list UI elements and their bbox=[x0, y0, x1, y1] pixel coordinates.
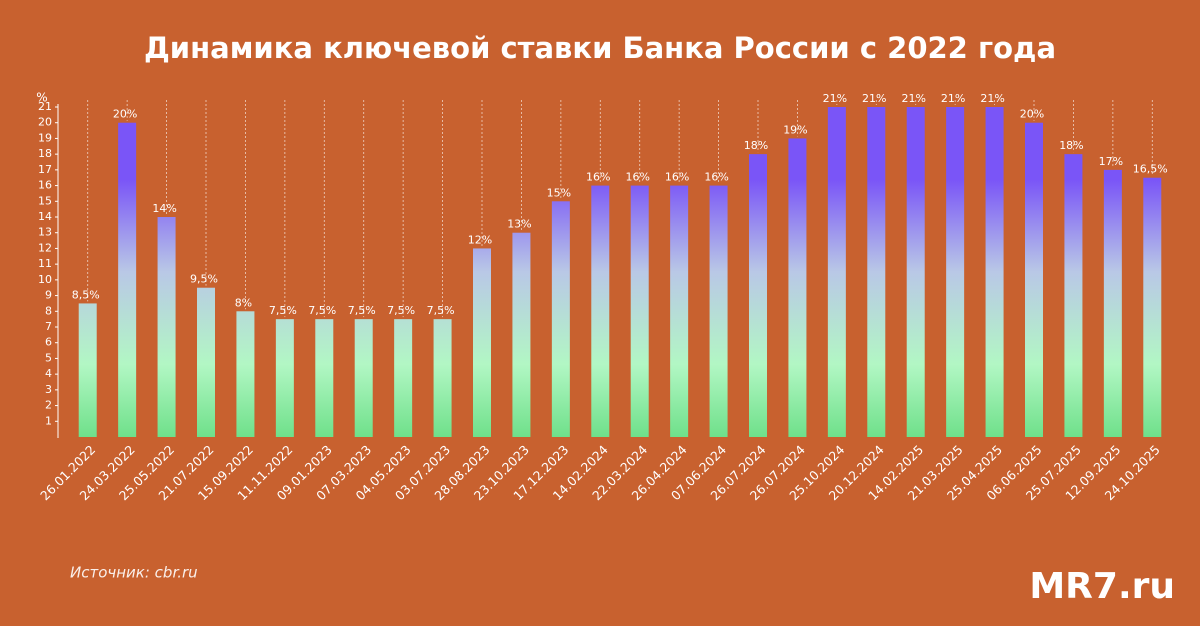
value-label: 20% bbox=[113, 108, 137, 121]
value-label: 7,5% bbox=[348, 304, 376, 317]
y-tick-label: 15 bbox=[38, 194, 52, 207]
value-label: 17% bbox=[1099, 155, 1123, 168]
y-tick-label: 11 bbox=[38, 257, 52, 270]
y-tick-label: 7 bbox=[45, 320, 52, 333]
value-label: 20% bbox=[1020, 108, 1044, 121]
value-label: 15% bbox=[547, 186, 571, 199]
bar bbox=[1025, 122, 1043, 437]
y-tick-label: 4 bbox=[45, 367, 52, 380]
bar bbox=[985, 107, 1004, 437]
value-label: 7,5% bbox=[269, 304, 297, 317]
bar bbox=[788, 138, 807, 437]
value-label: 14% bbox=[152, 202, 176, 215]
y-tick-label: 21 bbox=[38, 100, 52, 113]
y-tick-label: 20 bbox=[38, 116, 52, 129]
value-label: 12% bbox=[468, 233, 492, 246]
bar bbox=[1064, 154, 1083, 437]
bar bbox=[709, 185, 728, 437]
y-tick-label: 3 bbox=[45, 383, 52, 396]
value-label: 21% bbox=[862, 92, 886, 105]
value-label: 21% bbox=[823, 92, 847, 105]
value-label: 9,5% bbox=[190, 273, 218, 286]
y-tick-label: 17 bbox=[38, 163, 52, 176]
value-label: 16% bbox=[586, 171, 610, 184]
value-label: 8,5% bbox=[72, 288, 100, 301]
bar bbox=[394, 319, 413, 437]
y-tick-label: 5 bbox=[45, 351, 52, 364]
value-label: 13% bbox=[507, 218, 531, 231]
bar bbox=[630, 185, 649, 437]
bar bbox=[236, 311, 255, 437]
bar bbox=[512, 232, 531, 437]
y-axis-label: % bbox=[36, 91, 47, 105]
bar bbox=[946, 107, 965, 437]
bar bbox=[197, 287, 215, 437]
y-tick-label: 14 bbox=[38, 210, 52, 223]
y-tick-label: 9 bbox=[45, 289, 52, 302]
chart-title: Динамика ключевой ставки Банка России с … bbox=[144, 31, 1056, 65]
bar bbox=[433, 319, 452, 437]
y-tick-label: 13 bbox=[38, 226, 52, 239]
bar bbox=[315, 319, 334, 437]
y-tick-label: 6 bbox=[45, 336, 52, 349]
logo: MR7.ru bbox=[1029, 566, 1175, 607]
bar bbox=[551, 201, 570, 437]
bar bbox=[827, 107, 846, 437]
value-label: 16% bbox=[625, 171, 649, 184]
value-label: 18% bbox=[1059, 139, 1083, 152]
value-label: 16,5% bbox=[1133, 163, 1168, 176]
value-label: 21% bbox=[901, 92, 925, 105]
bar bbox=[867, 107, 886, 437]
bar bbox=[473, 248, 491, 437]
value-label: 7,5% bbox=[387, 304, 415, 317]
y-tick-label: 8 bbox=[45, 304, 52, 317]
value-label: 7,5% bbox=[308, 304, 336, 317]
bar bbox=[1103, 169, 1122, 437]
y-tick-label: 16 bbox=[38, 179, 52, 192]
bar bbox=[157, 217, 176, 437]
value-label: 7,5% bbox=[427, 304, 455, 317]
y-tick-label: 18 bbox=[38, 147, 52, 160]
bar bbox=[275, 319, 294, 437]
y-tick-label: 10 bbox=[38, 273, 52, 286]
source: Источник: cbr.ru bbox=[70, 564, 198, 582]
bar bbox=[78, 303, 97, 437]
value-label: 21% bbox=[980, 92, 1004, 105]
value-label: 18% bbox=[744, 139, 768, 152]
value-label: 21% bbox=[941, 92, 965, 105]
bar bbox=[118, 122, 137, 437]
y-tick-label: 12 bbox=[38, 241, 52, 254]
value-label: 16% bbox=[704, 171, 728, 184]
bar bbox=[670, 185, 689, 437]
value-label: 8% bbox=[235, 296, 252, 309]
value-label: 19% bbox=[783, 123, 807, 136]
y-tick-label: 19 bbox=[38, 131, 52, 144]
y-tick-label: 2 bbox=[45, 399, 52, 412]
y-tick-label: 1 bbox=[45, 414, 52, 427]
bar bbox=[906, 107, 925, 437]
bar bbox=[1143, 177, 1162, 437]
bar bbox=[749, 154, 767, 437]
bar bbox=[591, 185, 610, 437]
value-label: 16% bbox=[665, 171, 689, 184]
bar bbox=[354, 319, 373, 437]
